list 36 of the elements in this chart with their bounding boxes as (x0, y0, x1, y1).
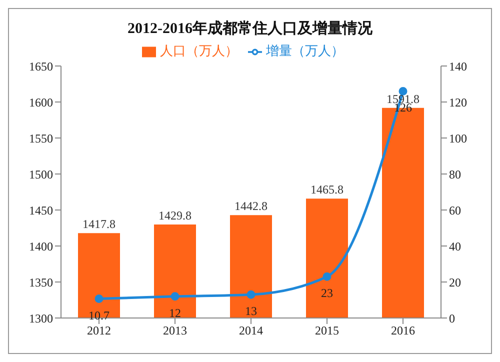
x-tick-label: 2013 (163, 324, 187, 338)
x-tick-label: 2015 (315, 324, 339, 338)
y-tick-label: 1650 (29, 59, 53, 74)
y-tick-label: 1500 (29, 167, 53, 182)
point (246, 290, 256, 299)
data-label: 1429.8 (158, 208, 192, 223)
data-label: 1465.8 (310, 182, 344, 197)
y2-tick-label: 120 (449, 95, 467, 110)
data-label: 13 (245, 304, 257, 318)
data-label: 1417.8 (82, 217, 116, 232)
y2-tick-label: 40 (449, 239, 461, 254)
legend-label: 人口（万人） (160, 43, 238, 58)
x-tick-label: 2014 (239, 324, 263, 338)
y-tick-label: 1350 (29, 275, 53, 290)
y2-tick-label: 20 (449, 275, 461, 290)
x-tick-label: 2016 (391, 324, 415, 338)
chart-title: 2012-2016年成都常住人口及增量情况 (126, 19, 374, 38)
data-label: 12 (169, 306, 181, 320)
y2-tick-label: 0 (449, 311, 455, 326)
y2-tick-label: 140 (449, 59, 467, 74)
point (170, 292, 180, 301)
y-tick-label: 1600 (29, 95, 53, 110)
x-tick-label: 2012 (87, 324, 111, 338)
legend-label: 增量（万人） (266, 43, 344, 58)
data-label: 10.7 (88, 308, 110, 322)
data-label: 1442.8 (234, 199, 268, 214)
y2-tick-label: 60 (449, 203, 461, 218)
data-label: 23 (321, 286, 333, 300)
point (94, 294, 104, 303)
y2-tick-label: 80 (449, 167, 461, 182)
y-tick-label: 1400 (29, 239, 53, 254)
point (322, 272, 332, 281)
y-tick-label: 1300 (29, 311, 53, 326)
y2-tick-label: 100 (449, 131, 467, 146)
y-tick-label: 1450 (29, 203, 53, 218)
y-tick-label: 1550 (29, 131, 53, 146)
